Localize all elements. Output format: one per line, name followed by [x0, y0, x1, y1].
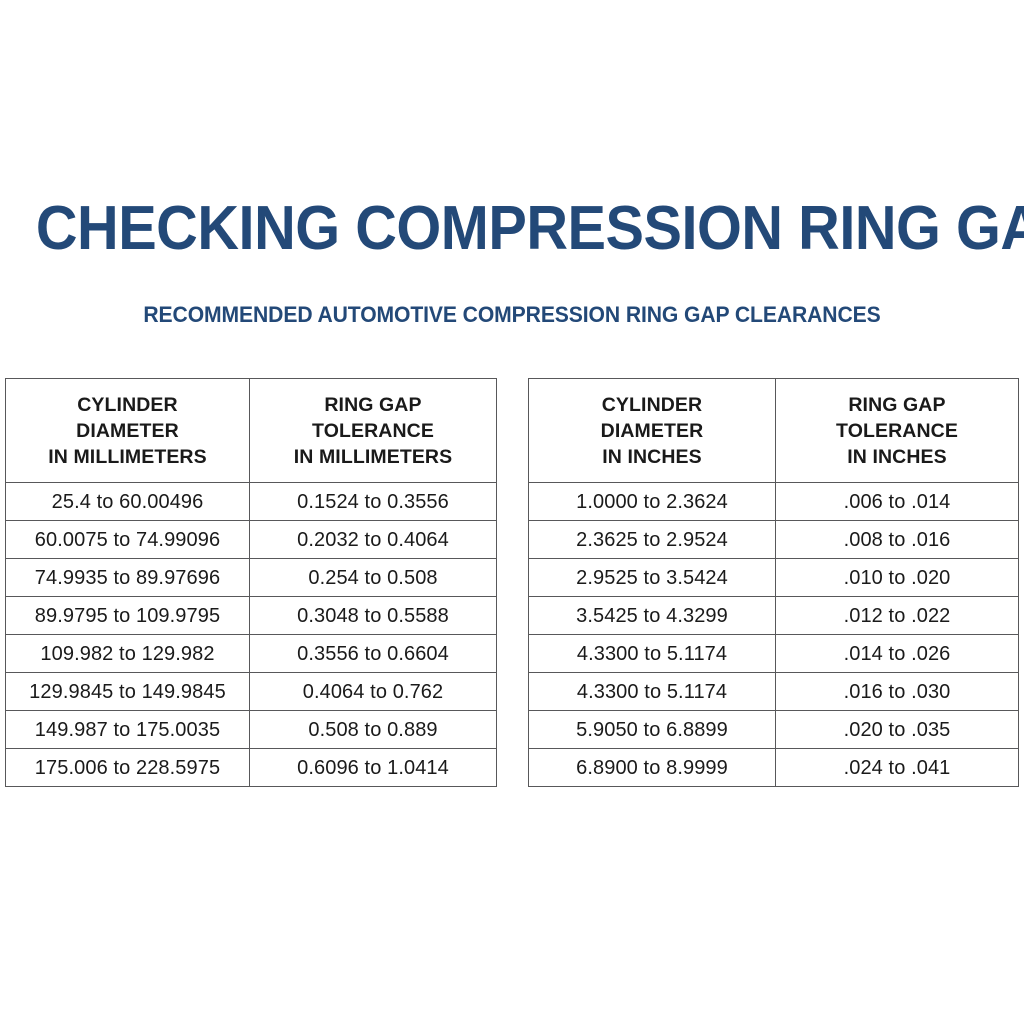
- table-row: 129.9845 to 149.9845 0.4064 to 0.762: [5, 672, 497, 711]
- cell-ring-gap-tolerance: .020 to .035: [775, 710, 1019, 749]
- table-row: 1.0000 to 2.3624 .006 to .014: [528, 482, 1019, 521]
- column-header-line-2: TOLERANCE: [312, 419, 434, 442]
- cell-cylinder-diameter: 2.9525 to 3.5424: [528, 558, 776, 597]
- cell-cylinder-diameter: 3.5425 to 4.3299: [528, 596, 776, 635]
- table-row: 3.5425 to 4.3299 .012 to .022: [528, 596, 1019, 635]
- column-header-line-3: IN MILLIMETERS: [48, 445, 207, 468]
- cell-cylinder-diameter: 74.9935 to 89.97696: [5, 558, 250, 597]
- table-row: 175.006 to 228.5975 0.6096 to 1.0414: [5, 748, 497, 787]
- cell-cylinder-diameter: 149.987 to 175.0035: [5, 710, 250, 749]
- table-header-row: CYLINDER DIAMETER IN INCHES RING GAP TOL…: [528, 378, 1019, 483]
- cell-cylinder-diameter: 89.9795 to 109.9795: [5, 596, 250, 635]
- column-header-line-3: IN MILLIMETERS: [293, 445, 453, 468]
- cell-cylinder-diameter: 4.3300 to 5.1174: [528, 634, 776, 673]
- table-row: 25.4 to 60.00496 0.1524 to 0.3556: [5, 482, 497, 521]
- cell-cylinder-diameter: 5.9050 to 6.8899: [528, 710, 776, 749]
- column-header-line-3: IN INCHES: [847, 445, 947, 468]
- metric-table: CYLINDER DIAMETER IN MILLIMETERS RING GA…: [5, 378, 497, 787]
- column-header-line-3: IN INCHES: [602, 445, 702, 468]
- table-row: 149.987 to 175.0035 0.508 to 0.889: [5, 710, 497, 749]
- column-header-cylinder-diameter-in: CYLINDER DIAMETER IN INCHES: [528, 378, 776, 483]
- cell-cylinder-diameter: 60.0075 to 74.99096: [5, 520, 250, 559]
- cell-ring-gap-tolerance: 0.508 to 0.889: [249, 710, 497, 749]
- column-header-line-1: RING GAP: [848, 393, 946, 416]
- column-header-ring-gap-tolerance-in: RING GAP TOLERANCE IN INCHES: [775, 378, 1019, 483]
- column-header-line-1: RING GAP: [324, 393, 422, 416]
- cell-ring-gap-tolerance: .016 to .030: [775, 672, 1019, 711]
- cell-cylinder-diameter: 25.4 to 60.00496: [5, 482, 250, 521]
- table-row: 74.9935 to 89.97696 0.254 to 0.508: [5, 558, 497, 597]
- table-row: 89.9795 to 109.9795 0.3048 to 0.5588: [5, 596, 497, 635]
- cell-ring-gap-tolerance: 0.4064 to 0.762: [249, 672, 497, 711]
- table-row: 4.3300 to 5.1174 .016 to .030: [528, 672, 1019, 711]
- column-header-line-1: CYLINDER: [77, 393, 178, 416]
- cell-ring-gap-tolerance: .012 to .022: [775, 596, 1019, 635]
- cell-cylinder-diameter: 109.982 to 129.982: [5, 634, 250, 673]
- table-row: 2.9525 to 3.5424 .010 to .020: [528, 558, 1019, 597]
- cell-cylinder-diameter: 129.9845 to 149.9845: [5, 672, 250, 711]
- cell-ring-gap-tolerance: 0.2032 to 0.4064: [249, 520, 497, 559]
- cell-cylinder-diameter: 6.8900 to 8.9999: [528, 748, 776, 787]
- cell-ring-gap-tolerance: .014 to .026: [775, 634, 1019, 673]
- column-header-line-2: TOLERANCE: [836, 419, 958, 442]
- column-header-ring-gap-tolerance-mm: RING GAP TOLERANCE IN MILLIMETERS: [249, 378, 497, 483]
- page-title: CHECKING COMPRESSION RING GAPS: [35, 194, 1024, 263]
- table-row: 4.3300 to 5.1174 .014 to .026: [528, 634, 1019, 673]
- cell-ring-gap-tolerance: 0.254 to 0.508: [249, 558, 497, 597]
- cell-ring-gap-tolerance: .006 to .014: [775, 482, 1019, 521]
- table-row: 2.3625 to 2.9524 .008 to .016: [528, 520, 1019, 559]
- column-header-cylinder-diameter-mm: CYLINDER DIAMETER IN MILLIMETERS: [5, 378, 250, 483]
- table-row: 60.0075 to 74.99096 0.2032 to 0.4064: [5, 520, 497, 559]
- cell-ring-gap-tolerance: .024 to .041: [775, 748, 1019, 787]
- cell-ring-gap-tolerance: .008 to .016: [775, 520, 1019, 559]
- cell-ring-gap-tolerance: 0.6096 to 1.0414: [249, 748, 497, 787]
- cell-ring-gap-tolerance: .010 to .020: [775, 558, 1019, 597]
- cell-cylinder-diameter: 2.3625 to 2.9524: [528, 520, 776, 559]
- column-header-line-1: CYLINDER: [601, 393, 703, 416]
- cell-ring-gap-tolerance: 0.3048 to 0.5588: [249, 596, 497, 635]
- column-header-line-2: DIAMETER: [76, 419, 179, 442]
- page-subtitle: RECOMMENDED AUTOMOTIVE COMPRESSION RING …: [143, 302, 881, 327]
- cell-ring-gap-tolerance: 0.1524 to 0.3556: [249, 482, 497, 521]
- table-row: 5.9050 to 6.8899 .020 to .035: [528, 710, 1019, 749]
- cell-cylinder-diameter: 1.0000 to 2.3624: [528, 482, 776, 521]
- table-row: 109.982 to 129.982 0.3556 to 0.6604: [5, 634, 497, 673]
- column-header-line-2: DIAMETER: [600, 419, 704, 442]
- table-header-row: CYLINDER DIAMETER IN MILLIMETERS RING GA…: [5, 378, 497, 483]
- cell-cylinder-diameter: 4.3300 to 5.1174: [528, 672, 776, 711]
- table-row: 6.8900 to 8.9999 .024 to .041: [528, 748, 1019, 787]
- cell-ring-gap-tolerance: 0.3556 to 0.6604: [249, 634, 497, 673]
- tables-container: CYLINDER DIAMETER IN MILLIMETERS RING GA…: [0, 378, 1024, 798]
- imperial-table: CYLINDER DIAMETER IN INCHES RING GAP TOL…: [528, 378, 1019, 787]
- cell-cylinder-diameter: 175.006 to 228.5975: [5, 748, 250, 787]
